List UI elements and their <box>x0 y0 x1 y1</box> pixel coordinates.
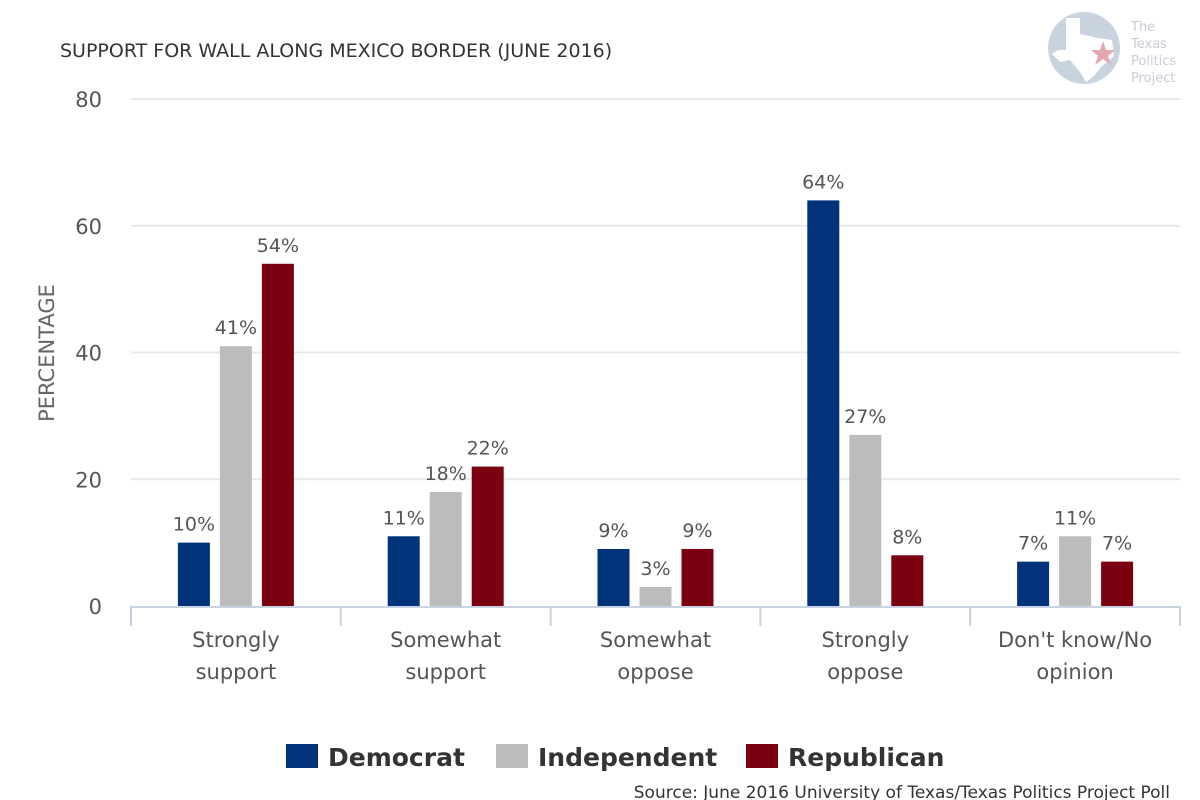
texas-politics-project-logo-icon <box>1048 12 1120 84</box>
logo-text-line: The <box>1130 20 1155 35</box>
x-tick-label-line: opinion <box>1036 660 1113 684</box>
y-tick-label: 0 <box>89 595 102 619</box>
bar-democrat <box>1017 561 1050 606</box>
texas-shape-icon <box>1052 18 1114 82</box>
y-tick-label: 20 <box>75 468 102 492</box>
bar-republican <box>261 263 294 606</box>
source-note: Source: June 2016 University of Texas/Te… <box>634 783 1170 800</box>
x-tick-label-line: Don't know/No <box>998 628 1152 652</box>
x-tick-label: Somewhat support <box>390 628 501 684</box>
data-label: 54% <box>257 235 299 257</box>
y-axis-label: PERCENTAGE <box>35 284 59 422</box>
x-tick-label-line: oppose <box>827 660 903 684</box>
data-label: 9% <box>598 520 628 542</box>
bar-democrat <box>597 548 630 606</box>
bar-republican <box>471 466 504 606</box>
x-tick-label-line: Strongly <box>822 628 910 652</box>
legend-swatch <box>496 744 528 768</box>
bar-democrat <box>177 542 210 606</box>
x-tick-label-line: support <box>405 660 486 684</box>
bar-independent <box>429 491 462 606</box>
bar-republican <box>1101 561 1134 606</box>
data-label: 7% <box>1102 533 1132 555</box>
gridlines <box>131 98 1180 481</box>
data-label: 64% <box>802 171 844 193</box>
legend-item-independent[interactable]: Independent <box>496 743 717 772</box>
data-label: 8% <box>892 526 922 548</box>
logo-text-line: Politics <box>1131 54 1176 69</box>
legend-item-republican[interactable]: Republican <box>746 743 944 772</box>
y-tick-label: 60 <box>75 215 102 239</box>
legend-swatch <box>746 744 778 768</box>
data-label: 22% <box>467 438 509 460</box>
legend-label: Republican <box>788 743 944 772</box>
bars <box>177 200 1134 606</box>
data-label: 27% <box>844 406 886 428</box>
x-tick-label-line: support <box>196 660 277 684</box>
data-label: 9% <box>682 520 712 542</box>
x-tick-label: Strongly oppose <box>822 628 910 684</box>
data-labels: 10%41%54%11%18%22%9%3%9%64%27%8% 7%11%7% <box>173 171 1132 580</box>
bar-independent <box>639 586 672 606</box>
legend-swatch <box>286 744 318 768</box>
x-tick-label: Somewhat oppose <box>600 628 711 684</box>
bar-independent <box>219 346 252 606</box>
data-label: 7% <box>1018 533 1048 555</box>
chart-title: SUPPORT FOR WALL ALONG MEXICO BORDER (JU… <box>60 40 612 62</box>
x-tick-label-line: Somewhat <box>600 628 711 652</box>
y-tick-label: 80 <box>75 88 102 112</box>
legend-label: Independent <box>538 743 717 772</box>
logo: The Texas Politics Project <box>1048 12 1176 86</box>
y-tick-label: 40 <box>75 342 102 366</box>
data-label: 11% <box>383 507 425 529</box>
logo-text-line: Project <box>1131 71 1175 86</box>
legend: Democrat Independent Republican <box>286 743 944 772</box>
bar-republican <box>681 548 714 606</box>
data-label: 10% <box>173 514 215 536</box>
x-tick-label: Strongly support <box>192 628 280 684</box>
x-axis: Strongly support Somewhat support Somewhat op… <box>130 606 1181 684</box>
legend-item-democrat[interactable]: Democrat <box>286 743 465 772</box>
data-label: 3% <box>640 558 670 580</box>
legend-label: Democrat <box>328 743 465 772</box>
star-icon <box>1091 41 1115 65</box>
logo-text-line: Texas <box>1130 37 1167 52</box>
data-label: 41% <box>215 317 257 339</box>
bar-independent <box>1059 536 1092 606</box>
bar-republican <box>891 555 924 606</box>
bar-democrat <box>387 536 420 606</box>
x-tick-label-line: Somewhat <box>390 628 501 652</box>
bar-independent <box>849 434 882 606</box>
x-tick-label-line: oppose <box>617 660 693 684</box>
bar-democrat <box>807 200 840 606</box>
data-label: 18% <box>425 463 467 485</box>
x-tick-label-line: Strongly <box>192 628 280 652</box>
y-axis-ticks: 0 20 40 60 80 <box>75 88 102 619</box>
x-tick-label: Don't know/No opinion <box>998 628 1152 684</box>
data-label: 11% <box>1054 507 1096 529</box>
